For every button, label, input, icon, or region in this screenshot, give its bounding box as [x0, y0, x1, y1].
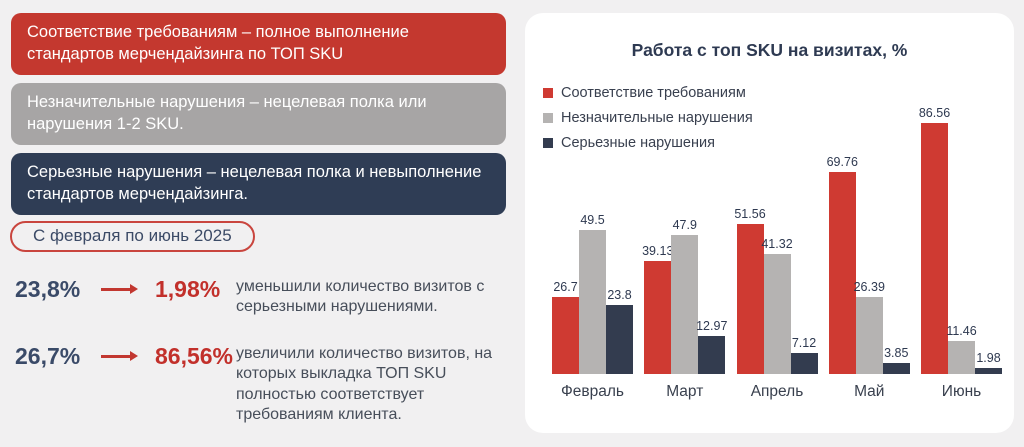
stat-before-value: 26,7%: [15, 343, 81, 369]
definition-serious-violations-text: Серьезные нарушения – нецелевая полка и …: [27, 162, 482, 203]
bar-column: 1.98: [975, 351, 1002, 374]
stat-after-value: 86,56%: [155, 343, 234, 369]
definitions-column: Соответствие требованиям – полное выполн…: [11, 13, 506, 223]
bar-group: 26.7 49.5 23.8 Февраль: [552, 213, 633, 402]
bar-group: 69.76 26.39 3.85 Май: [826, 155, 910, 402]
bar-column: 47.9: [671, 218, 699, 374]
group-bars: 69.76 26.39 3.85: [826, 155, 910, 374]
bar-column: 11.46: [946, 324, 977, 374]
bar-group: 51.56 41.32 7.12 Апрель: [734, 207, 818, 402]
legend-swatch-red-icon: [543, 87, 553, 98]
bar-compliance: [552, 297, 579, 374]
bar-value-label: 41.32: [761, 237, 793, 251]
stat-values: 23,8% 1,98%: [15, 276, 220, 303]
bar-value-label: 86.56: [918, 106, 951, 120]
definition-banner-compliance: Соответствие требованиям – полное выполн…: [11, 13, 506, 75]
group-bars: 51.56 41.32 7.12: [734, 207, 818, 374]
right-arrow-icon: [101, 351, 138, 361]
stat-description: увеличили количество визитов, на которых…: [236, 345, 493, 424]
bar-compliance: [644, 261, 672, 374]
chart-plot: 26.7 49.5 23.8 Февраль 39.13 47.9 12.97 Март 51.…: [552, 82, 1002, 402]
chart-legend: Соответствие требованиям Незначительные …: [543, 85, 753, 160]
stat-before-value: 23,8%: [15, 276, 81, 302]
bar-value-label: 7.12: [791, 336, 817, 350]
bar-column: 49.5: [579, 213, 606, 374]
bar-column: 23.8: [606, 288, 633, 374]
bar-column: 51.56: [734, 207, 766, 374]
bar-column: 41.32: [761, 237, 793, 374]
bar-compliance: [828, 172, 856, 374]
chart-card: Работа с топ SKU на визитах, % Соответст…: [525, 13, 1014, 433]
stat-row-serious-decrease: 23,8% 1,98% уменьшили количество визитов…: [15, 276, 484, 315]
category-label: Июнь: [941, 383, 982, 400]
stat-after-value: 1,98%: [155, 276, 221, 302]
bar-compliance: [921, 123, 948, 374]
bar-compliance: [736, 224, 764, 374]
bar-group: 39.13 47.9 12.97 Март: [642, 218, 728, 402]
bar-value-label: 51.56: [734, 207, 766, 221]
bar-column: 26.7: [552, 280, 579, 374]
category-label: Май: [854, 383, 885, 400]
chart-title: Работа с топ SKU на визитах, %: [631, 40, 908, 60]
bar-value-label: 1.98: [976, 351, 1001, 365]
category-label: Февраль: [561, 383, 624, 400]
legend-item-serious-violations: Серьезные нарушения: [543, 134, 753, 151]
right-arrow-icon: [101, 284, 138, 294]
bar-column: 3.85: [882, 346, 910, 374]
bar-column: 86.56: [918, 106, 951, 374]
bar-value-label: 47.9: [672, 218, 697, 232]
group-bars: 86.56 11.46 1.98: [918, 106, 1002, 374]
definition-banner-minor-violations: Незначительные нарушения – нецелевая пол…: [11, 82, 506, 145]
stat-row-compliance-increase: 26,7% 86,56% увеличили количество визито…: [15, 343, 492, 423]
definition-compliance-text: Соответствие требованиям – полное выполн…: [27, 23, 409, 63]
legend-swatch-gray-icon: [543, 112, 553, 123]
bar-column: 39.13: [642, 244, 674, 374]
category-label: Апрель: [750, 383, 804, 400]
definition-banner-serious-violations: Серьезные нарушения – нецелевая полка и …: [11, 152, 506, 215]
legend-item-minor-violations: Незначительные нарушения: [543, 109, 753, 126]
legend-item-compliance: Соответствие требованиям: [543, 84, 753, 101]
bar-value-label: 26.7: [553, 280, 578, 294]
bar-value-label: 69.76: [826, 155, 858, 169]
bar-value-label: 11.46: [946, 324, 977, 338]
bar-minor-violations: [579, 230, 606, 374]
bar-column: 12.97: [696, 319, 728, 374]
legend-swatch-navy-icon: [543, 137, 553, 148]
bar-serious-violations: [882, 363, 910, 374]
bar-column: 26.39: [853, 280, 885, 374]
legend-label: Серьезные нарушения: [561, 134, 715, 151]
bar-group: 86.56 11.46 1.98 Июнь: [918, 106, 1002, 402]
legend-label: Незначительные нарушения: [561, 109, 753, 126]
legend-label: Соответствие требованиям: [561, 84, 746, 101]
bar-serious-violations: [606, 305, 633, 374]
bar-column: 7.12: [790, 336, 818, 374]
stat-description: уменьшили количество визитов с серьезным…: [236, 278, 485, 316]
category-label: Март: [666, 383, 704, 400]
bar-value-label: 26.39: [853, 280, 885, 294]
bar-minor-violations: [671, 235, 699, 374]
group-bars: 26.7 49.5 23.8: [552, 213, 633, 374]
bar-serious-violations: [790, 353, 818, 374]
bar-minor-violations: [763, 254, 791, 374]
stat-values: 26,7% 86,56%: [15, 343, 233, 370]
bar-column: 69.76: [826, 155, 858, 374]
period-pill: С февраля по июнь 2025: [10, 221, 255, 252]
bar-value-label: 39.13: [642, 244, 674, 258]
bar-value-label: 3.85: [884, 346, 909, 360]
bar-value-label: 12.97: [696, 319, 728, 333]
bar-value-label: 23.8: [607, 288, 632, 302]
bar-serious-violations: [975, 368, 1002, 374]
group-bars: 39.13 47.9 12.97: [642, 218, 728, 374]
bar-minor-violations: [948, 341, 975, 374]
definition-minor-violations-text: Незначительные нарушения – нецелевая пол…: [27, 92, 427, 133]
bar-value-label: 49.5: [580, 213, 605, 227]
bar-serious-violations: [698, 336, 726, 374]
bar-minor-violations: [855, 297, 883, 374]
